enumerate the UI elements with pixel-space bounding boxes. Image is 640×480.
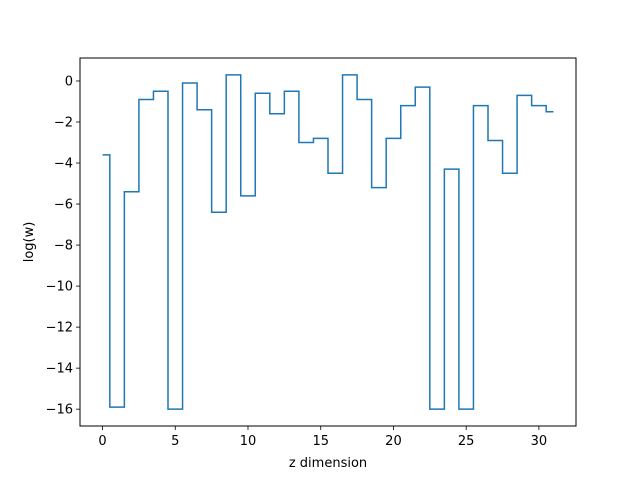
x-axis-label: z dimension [289,456,367,471]
y-axis: 0 −2 −4 −6 −8 −10 −12 −14 −16 [46,74,80,418]
y-tick-label: −4 [54,157,73,172]
x-tick-label: 15 [312,434,329,449]
x-tick-label: 25 [458,434,475,449]
plot-frame [79,57,577,427]
x-tick-label: 5 [171,434,179,449]
y-axis-label: log(w) [22,222,37,263]
plot-area [80,58,576,426]
y-tick-label: −2 [54,116,73,131]
y-tick-label: −6 [54,198,73,213]
y-tick-label: −8 [54,239,73,254]
y-tick-label: −10 [46,280,73,295]
x-tick-label: 30 [531,434,548,449]
y-tick-label: −16 [46,403,73,418]
x-tick-label: 20 [385,434,402,449]
y-tick-label: 0 [65,74,73,89]
series-line-0 [102,74,554,410]
y-tick-label: −12 [46,321,73,336]
x-tick-label: 10 [240,434,257,449]
x-axis: 0 5 10 15 20 25 30 [98,426,547,449]
y-tick-label: −14 [46,362,73,377]
x-tick-label: 0 [98,434,106,449]
series-layer [102,74,554,410]
